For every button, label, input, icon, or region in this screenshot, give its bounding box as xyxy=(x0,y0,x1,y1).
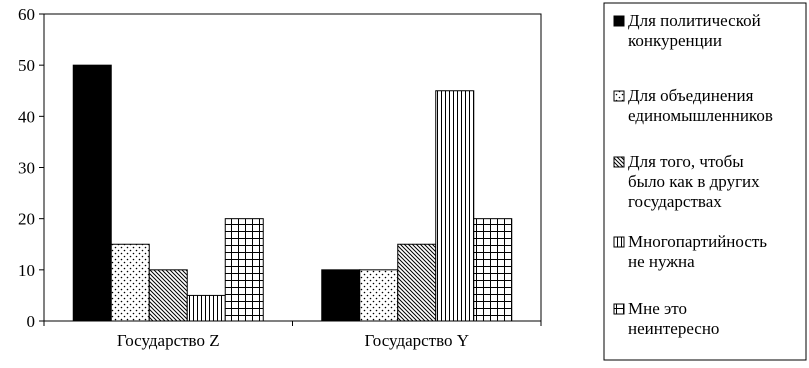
y-tick-label: 30 xyxy=(18,159,35,178)
legend-frame xyxy=(603,2,807,361)
y-tick-label: 50 xyxy=(18,56,35,75)
bar xyxy=(148,269,188,322)
y-tick-label: 40 xyxy=(18,107,35,126)
legend-label: конкуренции xyxy=(628,31,722,50)
legend-swatch xyxy=(613,236,625,248)
y-tick-label: 10 xyxy=(18,261,35,280)
legend-label: Для того, чтобы xyxy=(628,152,744,171)
x-axis-labels: Государство Z Государство Y xyxy=(43,321,542,350)
legend-swatch xyxy=(613,303,625,315)
legend-swatch xyxy=(613,15,625,27)
bars xyxy=(72,64,513,322)
legend-swatch xyxy=(613,156,625,168)
y-tick-label: 20 xyxy=(18,210,35,229)
bar xyxy=(110,243,150,322)
x-tick-label: Государство Z xyxy=(117,331,220,350)
legend-label: Многопартийность xyxy=(628,232,767,251)
y-tick-label: 60 xyxy=(18,5,35,24)
bar xyxy=(72,64,112,322)
bar xyxy=(473,218,513,322)
bar xyxy=(435,90,475,322)
y-axis: 0 10 20 30 40 50 60 xyxy=(18,5,44,331)
bar xyxy=(224,218,264,322)
legend-swatch xyxy=(613,90,625,102)
bar xyxy=(397,243,437,322)
legend-label: Для объединения xyxy=(628,86,754,105)
x-tick-label: Государство Y xyxy=(364,331,469,350)
legend-label: неинтересно xyxy=(628,319,719,338)
bar xyxy=(321,269,361,322)
legend-label: государствах xyxy=(628,192,722,211)
y-tick-label: 0 xyxy=(27,312,36,331)
legend-label: было как в других xyxy=(628,172,760,191)
bar xyxy=(359,269,399,322)
legend-label: Для политической xyxy=(628,11,761,30)
legend-label: не нужна xyxy=(628,252,695,271)
legend-label: единомышленников xyxy=(628,106,773,125)
bar xyxy=(186,294,226,322)
legend-label: Мне это xyxy=(628,299,687,318)
